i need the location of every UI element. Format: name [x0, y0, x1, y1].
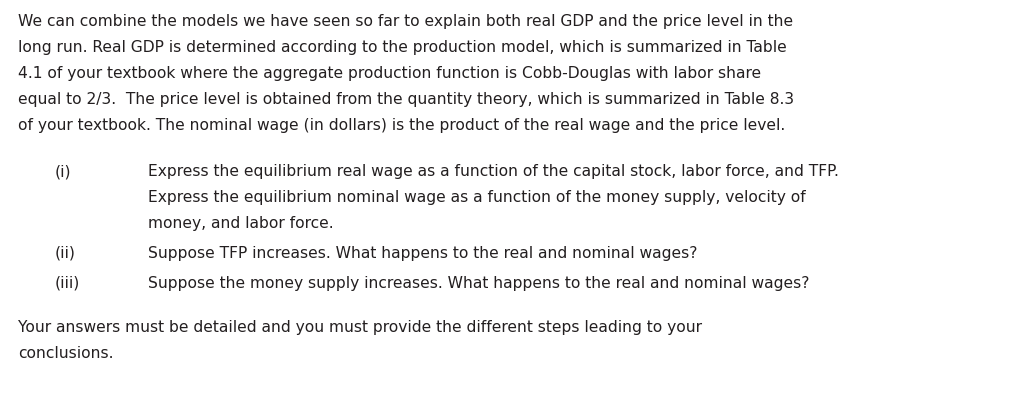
- Text: Express the equilibrium real wage as a function of the capital stock, labor forc: Express the equilibrium real wage as a f…: [148, 164, 838, 179]
- Text: (iii): (iii): [55, 276, 80, 291]
- Text: Your answers must be detailed and you must provide the different steps leading t: Your answers must be detailed and you mu…: [18, 320, 702, 335]
- Text: conclusions.: conclusions.: [18, 346, 113, 361]
- Text: Express the equilibrium nominal wage as a function of the money supply, velocity: Express the equilibrium nominal wage as …: [148, 190, 805, 205]
- Text: of your textbook. The nominal wage (in dollars) is the product of the real wage : of your textbook. The nominal wage (in d…: [18, 118, 785, 133]
- Text: 4.1 of your textbook where the aggregate production function is Cobb-Douglas wit: 4.1 of your textbook where the aggregate…: [18, 66, 760, 81]
- Text: We can combine the models we have seen so far to explain both real GDP and the p: We can combine the models we have seen s…: [18, 14, 793, 29]
- Text: Suppose the money supply increases. What happens to the real and nominal wages?: Suppose the money supply increases. What…: [148, 276, 809, 291]
- Text: Suppose TFP increases. What happens to the real and nominal wages?: Suppose TFP increases. What happens to t…: [148, 246, 697, 261]
- Text: money, and labor force.: money, and labor force.: [148, 216, 334, 231]
- Text: long run. Real GDP is determined according to the production model, which is sum: long run. Real GDP is determined accordi…: [18, 40, 786, 55]
- Text: equal to 2/3.  The price level is obtained from the quantity theory, which is su: equal to 2/3. The price level is obtaine…: [18, 92, 794, 107]
- Text: (i): (i): [55, 164, 72, 179]
- Text: (ii): (ii): [55, 246, 76, 261]
